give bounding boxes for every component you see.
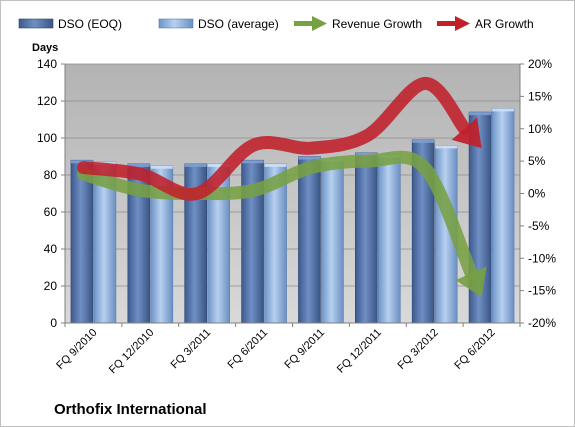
arrow-line-ar-growth [76,76,471,201]
arrow-head-ar-growth [451,117,482,149]
bar-dso-average [491,108,515,324]
y-left-tick-label: 80 [44,168,58,182]
bar-dso-eoq [70,159,94,324]
y-left-tick-label: 120 [37,94,57,108]
x-tick-label: FQ 12/2010 [107,327,157,377]
bar-dso-average-cap [435,145,458,149]
y-right-tick-label: -10% [528,251,556,265]
y-right-tick-label: 0% [528,187,546,201]
y-left-tick-label: 100 [37,131,57,145]
bar-dso-average [321,158,344,324]
x-axis: FQ 9/2010 FQ 12/2010 FQ 3/2011 FQ 6/2011 FQ … [54,323,521,377]
x-tick-label: FQ 3/2011 [169,327,214,372]
y-left-tick-label: 140 [37,57,57,71]
legend-swatch-revenue-growth [294,16,327,31]
legend-label-ar-growth: AR Growth [475,17,534,31]
bar-dso-eoq-cap [184,163,207,167]
legend-label-dso-average: DSO (average) [198,17,279,31]
growth-arrows [76,76,487,298]
chart-legend: DSO (EOQ) DSO (average) Revenue Growth A… [18,16,534,31]
bar-dso-eoq-cap [355,152,378,156]
x-tick-label: FQ 12/2011 [335,327,384,376]
y-left-tick-label: 40 [44,242,58,256]
x-tick-label: FQ 3/2012 [396,327,441,372]
legend-label-dso-eoq: DSO (EOQ) [58,17,122,31]
y-right-tick-label: -20% [528,316,556,330]
bar-dso-average-cap [207,163,230,167]
x-tick-label: FQ 6/2012 [452,327,497,372]
legend-swatch-ar-growth [437,16,470,31]
bar-dso-eoq-cap [241,160,264,164]
x-tick-label: FQ 9/2011 [282,327,327,372]
y-right-tick-label: -15% [528,284,556,298]
y-left-tick-label: 20 [44,279,58,293]
y-axis-right: -20% -15% -10% -5% 0% 5% 10% 15% 20% [520,57,556,330]
y-right-tick-label: 20% [528,57,552,71]
bar-dso-eoq-cap [298,156,321,160]
arrow-line-revenue-growth [76,150,478,280]
y-right-tick-label: 5% [528,154,546,168]
company-name: Orthofix International [54,401,207,418]
y-axis-left-title: Days [32,42,58,54]
bar-dso-average-cap [492,108,515,112]
y-left-tick-label: 0 [50,316,57,330]
bar-dso-average-cap [264,163,287,167]
bar-dso-eoq [355,152,378,324]
bar-dso-eoq-cap [412,139,435,143]
y-right-tick-label: 15% [528,89,552,103]
legend-label-revenue-growth: Revenue Growth [332,17,422,31]
x-tick-label: FQ 6/2011 [226,327,271,372]
bar-dso-eoq [298,156,321,324]
y-right-tick-label: 10% [528,122,552,136]
legend-swatch-dso-eoq [18,18,54,29]
bar-dso-average [378,154,401,324]
y-left-tick-label: 60 [44,205,58,219]
legend-swatch-dso-average [158,18,194,29]
bar-dso-average-cap [150,165,173,169]
bar-dso-eoq-cap [127,163,150,167]
x-tick-label: FQ 9/2010 [54,327,99,372]
bar-dso-eoq-cap [469,112,492,116]
arrow-head-revenue-growth [455,266,487,298]
y-right-tick-label: -5% [528,219,550,233]
y-axis-left: 0 20 40 60 80 100 120 140 [37,57,65,330]
